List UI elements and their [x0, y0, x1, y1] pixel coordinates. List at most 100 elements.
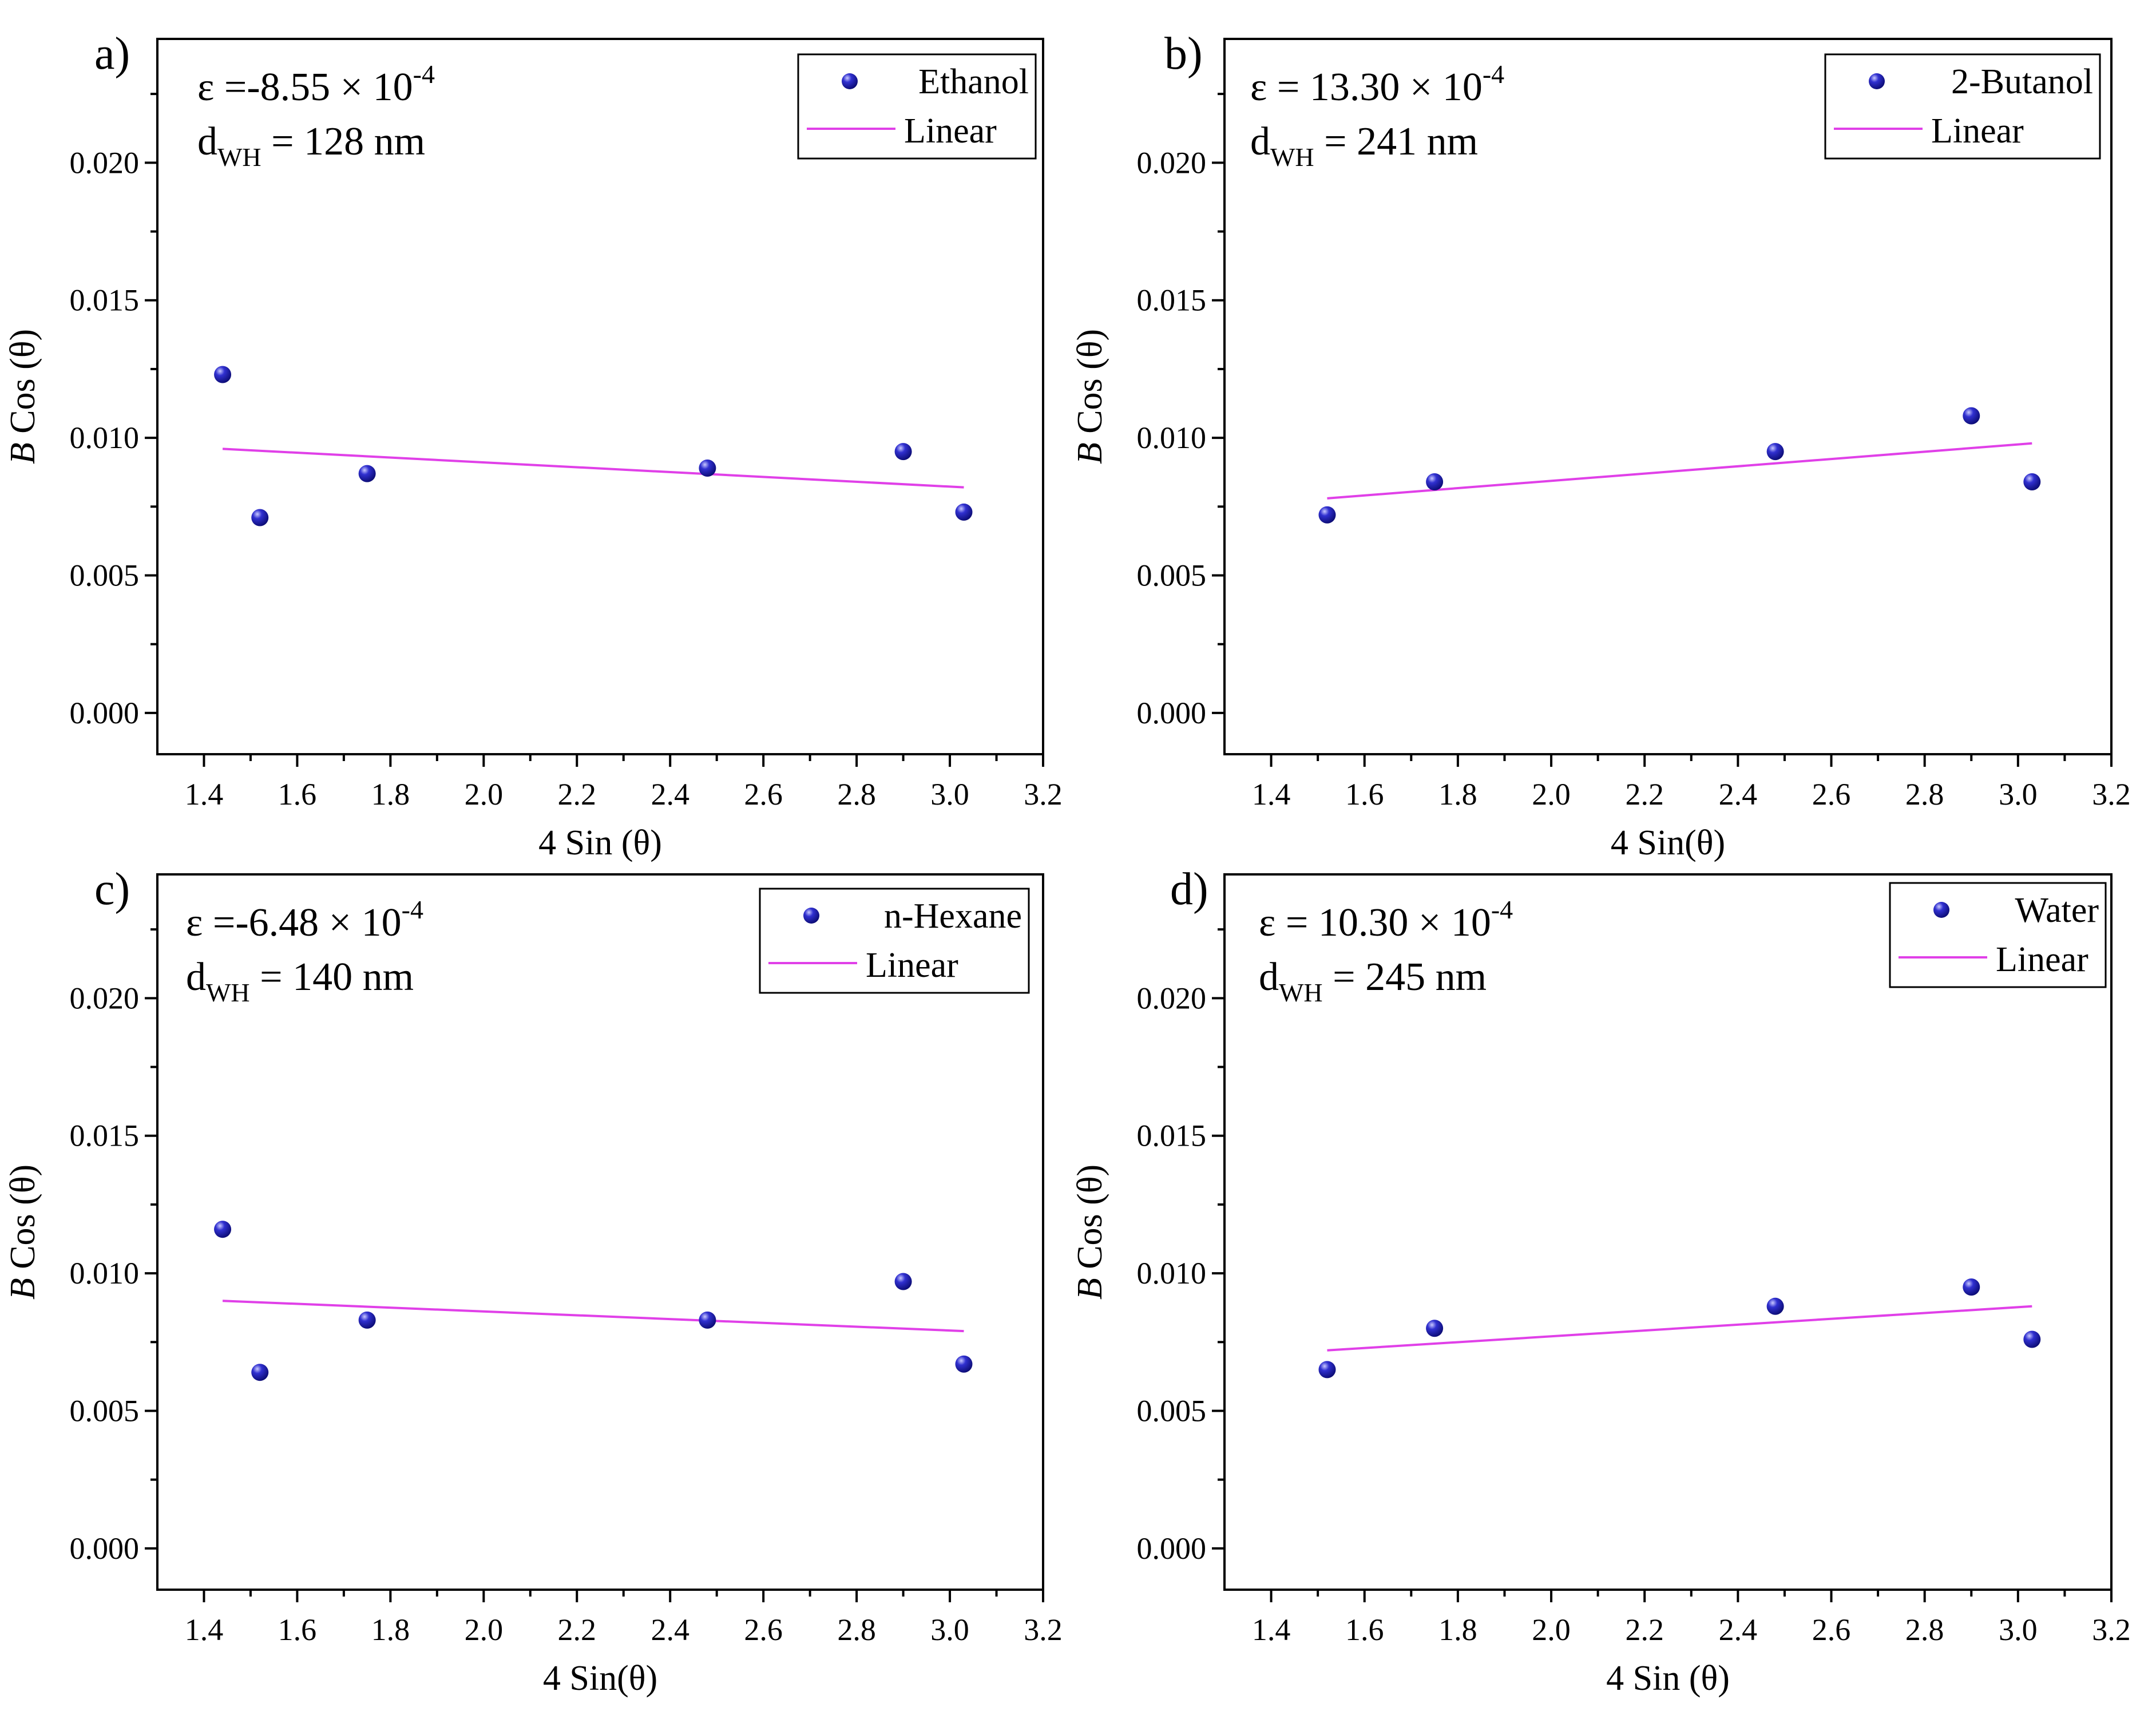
x-tick-label: 1.6 — [278, 777, 317, 811]
data-point — [214, 1221, 232, 1238]
legend-box — [759, 888, 1030, 994]
strain-annotation: ε = 13.30 × 10-4 — [1250, 60, 1504, 109]
legend-marker — [1933, 902, 1949, 918]
plot-frame — [156, 38, 1044, 755]
x-tick-label: 3.2 — [1024, 1613, 1063, 1647]
legend-fit-label: Linear — [866, 946, 958, 985]
x-tick-label: 3.0 — [1999, 777, 2038, 811]
legend-series-label: Ethanol — [918, 62, 1029, 101]
legend: Ethanol Linear — [797, 53, 1037, 160]
x-tick-label: 2.2 — [1625, 1613, 1664, 1647]
y-tick-label: 0.015 — [1137, 283, 1207, 318]
legend-series-label: 2-Butanol — [1951, 62, 2093, 101]
x-tick-label: 2.4 — [651, 1613, 689, 1647]
data-point — [894, 443, 912, 461]
data-point — [358, 1311, 376, 1329]
data-point — [699, 460, 716, 477]
y-tick-label: 0.010 — [1137, 421, 1207, 455]
data-point — [1963, 407, 1980, 425]
data-point — [214, 366, 232, 383]
panel-label: b) — [1164, 29, 1203, 79]
x-tick-label: 3.2 — [2092, 777, 2131, 811]
data-point — [1963, 1278, 1980, 1296]
legend-marker — [1869, 73, 1885, 89]
y-tick-label: 0.015 — [1137, 1119, 1207, 1153]
y-axis-title: B Cos (θ) — [1071, 1165, 1109, 1300]
data-point — [1426, 1320, 1444, 1337]
data-point — [894, 1273, 912, 1290]
x-tick-label: 2.0 — [1532, 1613, 1571, 1647]
y-tick-label: 0.005 — [1137, 559, 1207, 593]
x-tick-label: 1.4 — [185, 1613, 224, 1647]
strain-annotation: ε = 10.30 × 10-4 — [1259, 895, 1513, 945]
x-tick-label: 1.6 — [1345, 777, 1384, 811]
x-tick-label: 2.6 — [744, 777, 783, 811]
x-tick-label: 2.6 — [1812, 1613, 1851, 1647]
y-axis-title: B Cos (θ) — [1071, 329, 1109, 464]
x-tick-label: 2.8 — [1905, 1613, 1944, 1647]
y-tick-label: 0.000 — [70, 1531, 140, 1566]
x-tick-label: 2.2 — [558, 1613, 597, 1647]
data-point — [1766, 1297, 1784, 1315]
x-tick-label: 2.2 — [1625, 777, 1664, 811]
y-tick-label: 0.005 — [70, 1394, 140, 1428]
data-point — [1426, 473, 1444, 491]
fit-line — [222, 1300, 964, 1333]
y-axis-title: B Cos (θ) — [3, 329, 42, 464]
legend-box — [797, 53, 1037, 160]
x-axis-title: 4 Sin(θ) — [543, 1659, 657, 1698]
x-tick-label: 1.8 — [371, 777, 410, 811]
legend-fit-label: Linear — [1996, 940, 2088, 979]
y-tick-label: 0.000 — [1137, 1531, 1207, 1566]
y-tick-label: 0.005 — [1137, 1394, 1207, 1428]
plot-frame — [1223, 38, 2113, 755]
strain-annotation: ε =-6.48 × 10-4 — [186, 895, 423, 945]
x-tick-label: 2.4 — [1719, 777, 1758, 811]
x-tick-label: 3.0 — [1999, 1613, 2038, 1647]
fit-line — [1327, 1305, 2032, 1352]
strain-annotation: ε =-8.55 × 10-4 — [197, 60, 435, 109]
legend: n-Hexane Linear — [759, 888, 1030, 994]
y-tick-label: 0.020 — [1137, 981, 1207, 1015]
data-point — [699, 1311, 716, 1329]
x-tick-label: 2.6 — [1812, 777, 1851, 811]
x-tick-label: 3.2 — [2092, 1613, 2131, 1647]
x-tick-label: 2.8 — [837, 1613, 876, 1647]
legend-marker — [803, 908, 819, 924]
x-tick-label: 1.4 — [1252, 1613, 1291, 1647]
size-annotation: dWH = 245 nm — [1259, 955, 1487, 1007]
legend-fit-label: Linear — [1931, 112, 2024, 150]
data-point — [2023, 1330, 2041, 1348]
legend-marker — [842, 73, 858, 89]
legend: 2-Butanol Linear — [1824, 53, 2101, 160]
size-annotation: dWH = 241 nm — [1250, 120, 1478, 172]
x-tick-label: 2.0 — [465, 777, 504, 811]
data-point — [955, 503, 973, 521]
x-axis-title: 4 Sin (θ) — [1606, 1659, 1730, 1698]
data-point — [1318, 506, 1336, 524]
y-tick-label: 0.010 — [1137, 1256, 1207, 1290]
y-tick-label: 0.000 — [1137, 696, 1207, 730]
chart-panel: 1.4 1.6 1.8 2.0 2.2 2.4 2.6 2.8 3.0 3.2 0.000 0.005… — [3, 864, 1063, 1698]
y-tick-label: 0.020 — [70, 145, 140, 180]
chart-panel: 1.4 1.6 1.8 2.0 2.2 2.4 2.6 2.8 3.0 3.2 0.000 0.005… — [1071, 29, 2131, 862]
data-point — [1318, 1361, 1336, 1379]
x-tick-label: 2.8 — [1905, 777, 1944, 811]
plot-frame — [1223, 873, 2113, 1591]
y-tick-label: 0.005 — [70, 559, 140, 593]
x-tick-label: 1.8 — [1438, 1613, 1477, 1647]
x-tick-label: 3.2 — [1024, 777, 1063, 811]
y-tick-label: 0.020 — [70, 981, 140, 1015]
x-tick-label: 3.0 — [930, 777, 969, 811]
x-tick-label: 2.6 — [744, 1613, 783, 1647]
y-tick-label: 0.015 — [70, 1119, 140, 1153]
data-point — [251, 509, 269, 526]
x-tick-label: 3.0 — [930, 1613, 969, 1647]
panel-label: d) — [1170, 864, 1208, 914]
chart-panel: 1.4 1.6 1.8 2.0 2.2 2.4 2.6 2.8 3.0 3.2 0.000 0.005… — [3, 29, 1063, 862]
x-axis-title: 4 Sin (θ) — [538, 823, 662, 862]
legend-fit-label: Linear — [904, 112, 997, 150]
x-tick-label: 1.8 — [371, 1613, 410, 1647]
fit-line — [1327, 442, 2032, 500]
